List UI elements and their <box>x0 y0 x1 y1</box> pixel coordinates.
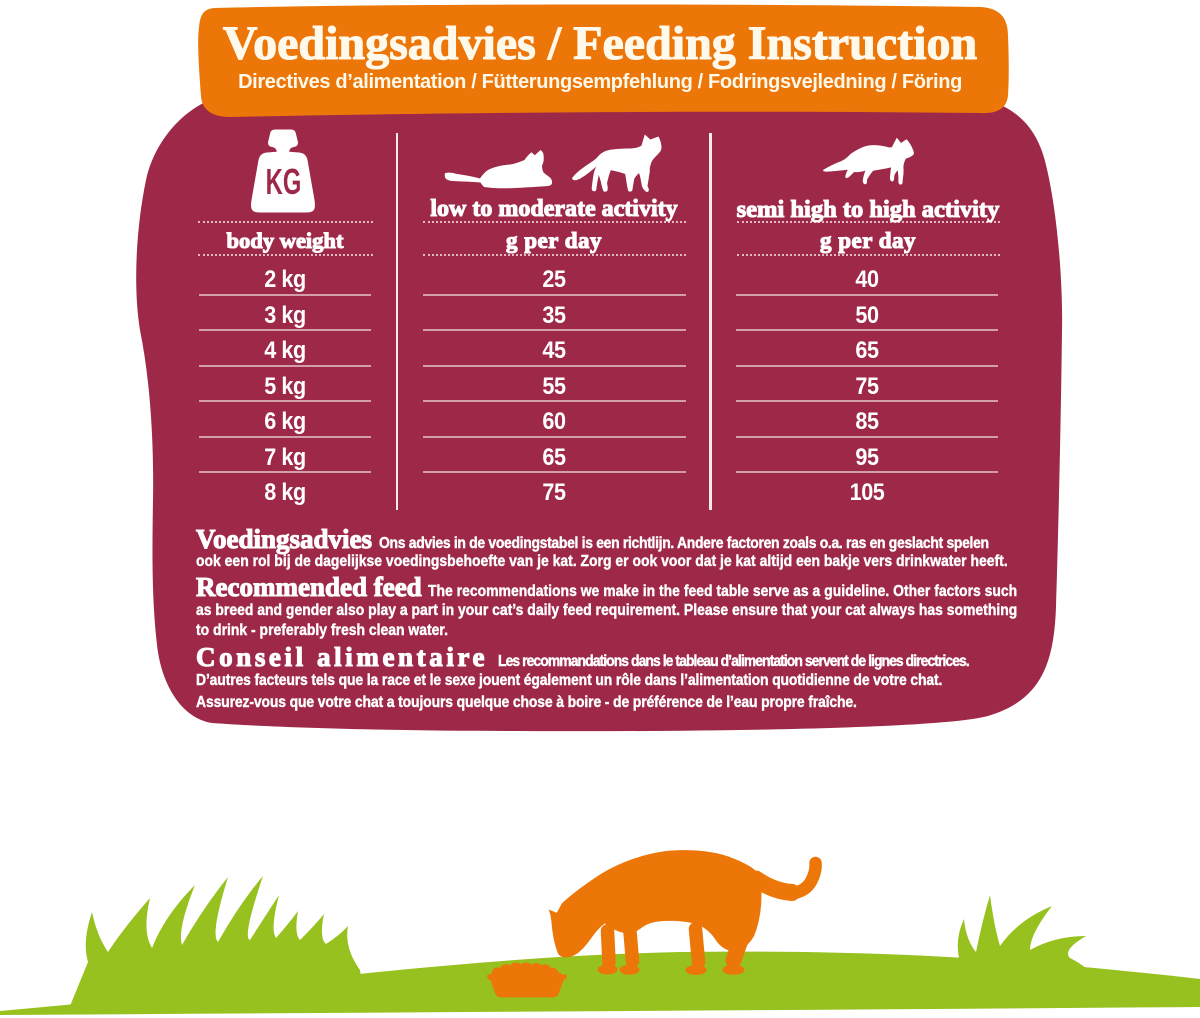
svg-text:KG: KG <box>266 162 302 202</box>
